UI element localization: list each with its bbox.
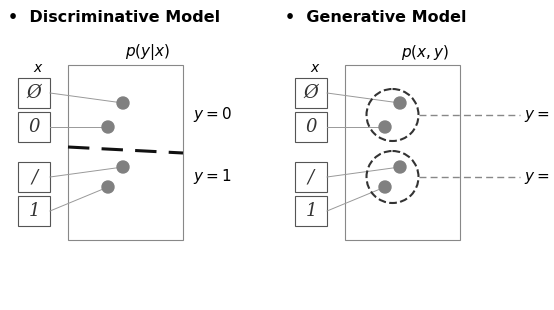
- Text: •  Generative Model: • Generative Model: [285, 11, 466, 25]
- FancyBboxPatch shape: [295, 78, 327, 108]
- Circle shape: [394, 161, 406, 173]
- Circle shape: [117, 97, 129, 109]
- FancyBboxPatch shape: [345, 65, 460, 240]
- Text: $x$: $x$: [33, 61, 43, 75]
- Text: $y = 0$: $y = 0$: [524, 105, 554, 125]
- Text: $p(y|x)$: $p(y|x)$: [125, 42, 171, 62]
- Text: /: /: [308, 168, 314, 186]
- Text: $x$: $x$: [310, 61, 320, 75]
- FancyBboxPatch shape: [18, 196, 50, 226]
- Text: /: /: [31, 168, 37, 186]
- Text: 1: 1: [28, 202, 40, 220]
- FancyBboxPatch shape: [18, 112, 50, 142]
- Circle shape: [102, 121, 114, 133]
- Text: $p(x, y)$: $p(x, y)$: [401, 42, 449, 61]
- Text: Ø: Ø: [27, 84, 42, 102]
- Text: $y = 1$: $y = 1$: [193, 167, 232, 187]
- Text: $y = 0$: $y = 0$: [193, 105, 232, 125]
- Text: 0: 0: [305, 118, 317, 136]
- Circle shape: [394, 97, 406, 109]
- FancyBboxPatch shape: [18, 78, 50, 108]
- Circle shape: [379, 181, 391, 193]
- FancyBboxPatch shape: [18, 162, 50, 192]
- Circle shape: [379, 121, 391, 133]
- Text: 1: 1: [305, 202, 317, 220]
- Text: •  Discriminative Model: • Discriminative Model: [8, 11, 220, 25]
- FancyBboxPatch shape: [295, 162, 327, 192]
- Text: Ø: Ø: [304, 84, 319, 102]
- Text: $y = 1$: $y = 1$: [524, 167, 554, 187]
- Circle shape: [102, 181, 114, 193]
- FancyBboxPatch shape: [295, 196, 327, 226]
- Circle shape: [117, 161, 129, 173]
- FancyBboxPatch shape: [295, 112, 327, 142]
- Text: 0: 0: [28, 118, 40, 136]
- FancyBboxPatch shape: [68, 65, 183, 240]
